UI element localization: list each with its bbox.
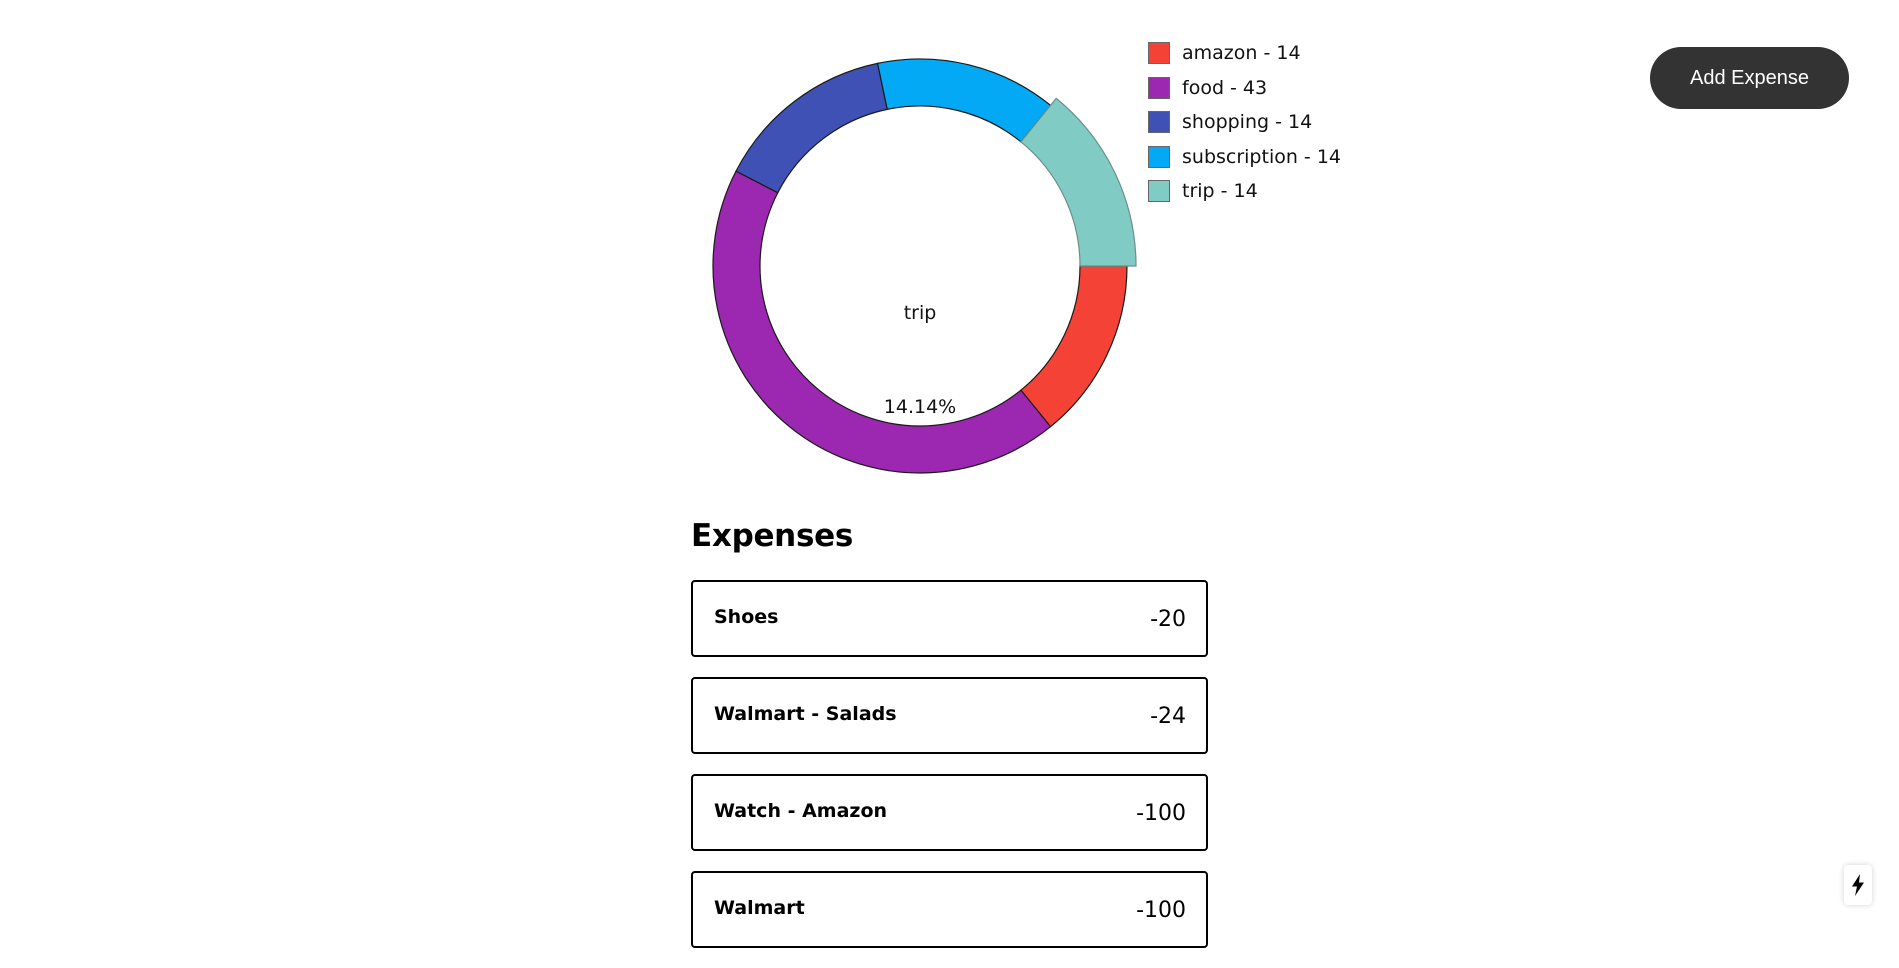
legend-item-food[interactable]: food - 43 xyxy=(1148,71,1341,106)
expense-amount: -20 xyxy=(1150,607,1186,632)
donut-slice-food[interactable] xyxy=(712,170,1052,474)
expense-name: Walmart - Salads xyxy=(714,702,897,725)
donut-slice-trip[interactable] xyxy=(1020,97,1137,267)
donut-center-label: trip xyxy=(904,302,937,324)
expenses-heading: Expenses xyxy=(691,518,853,554)
donut-slice-amazon[interactable] xyxy=(1020,265,1128,428)
expense-name: Shoes xyxy=(714,605,779,628)
legend-swatch xyxy=(1148,180,1170,203)
expense-item-shoes[interactable]: Shoes -20 xyxy=(691,580,1208,657)
expense-item-watch-amazon[interactable]: Watch - Amazon -100 xyxy=(691,774,1208,851)
expense-amount: -100 xyxy=(1136,801,1186,826)
legend-swatch xyxy=(1148,76,1170,99)
chart-legend: amazon - 14 food - 43 shopping - 14 subs… xyxy=(1148,36,1341,209)
donut-center-value: 14.14% xyxy=(884,396,956,418)
donut-slice-shopping[interactable] xyxy=(735,62,888,194)
expense-list: Shoes -20 Walmart - Salads -24 Watch - A… xyxy=(691,580,1208,968)
legend-label: trip - 14 xyxy=(1182,180,1258,203)
expense-amount: -100 xyxy=(1136,898,1186,923)
legend-item-amazon[interactable]: amazon - 14 xyxy=(1148,36,1341,71)
lightning-bolt-button[interactable] xyxy=(1844,865,1872,905)
expense-donut-chart: trip 14.14% xyxy=(712,58,1137,474)
legend-label: food - 43 xyxy=(1182,76,1268,99)
legend-swatch xyxy=(1148,145,1170,168)
legend-item-trip[interactable]: trip - 14 xyxy=(1148,174,1341,209)
lightning-bolt-icon xyxy=(1852,874,1864,896)
expense-amount: -24 xyxy=(1150,704,1186,729)
legend-label: shopping - 14 xyxy=(1182,111,1313,134)
expense-item-walmart[interactable]: Walmart -100 xyxy=(691,871,1208,948)
expense-name: Watch - Amazon xyxy=(714,799,888,822)
legend-swatch xyxy=(1148,111,1170,134)
expense-name: Walmart xyxy=(714,896,805,919)
legend-item-shopping[interactable]: shopping - 14 xyxy=(1148,105,1341,140)
legend-label: amazon - 14 xyxy=(1182,42,1301,65)
donut-slices xyxy=(712,58,1137,474)
expense-item-walmart-salads[interactable]: Walmart - Salads -24 xyxy=(691,677,1208,754)
legend-label: subscription - 14 xyxy=(1182,145,1342,168)
add-expense-button[interactable]: Add Expense xyxy=(1650,47,1849,109)
legend-swatch xyxy=(1148,42,1170,65)
legend-item-subscription[interactable]: subscription - 14 xyxy=(1148,140,1341,175)
donut-slice-subscription[interactable] xyxy=(876,58,1052,143)
